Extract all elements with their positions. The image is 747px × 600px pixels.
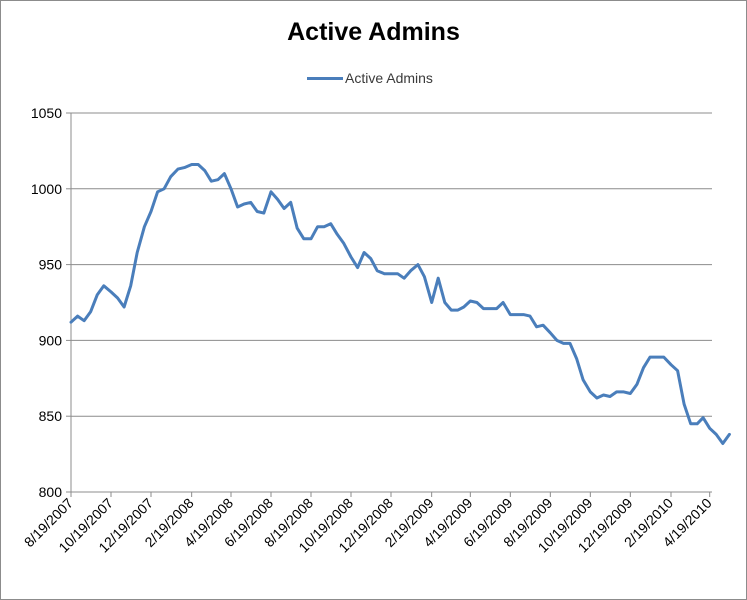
y-tick-label: 800 [39,484,63,500]
chart-title: Active Admins [287,18,460,46]
y-tick-label: 900 [39,332,63,348]
y-tick-label: 850 [39,408,63,424]
legend-label: Active Admins [345,70,433,86]
y-tick-label: 950 [39,257,63,273]
y-tick-label: 1000 [31,181,62,197]
y-tick-label: 1050 [31,105,62,121]
legend: Active Admins [307,68,433,88]
series-line-active-admins [69,163,731,445]
legend-swatch [307,76,343,80]
